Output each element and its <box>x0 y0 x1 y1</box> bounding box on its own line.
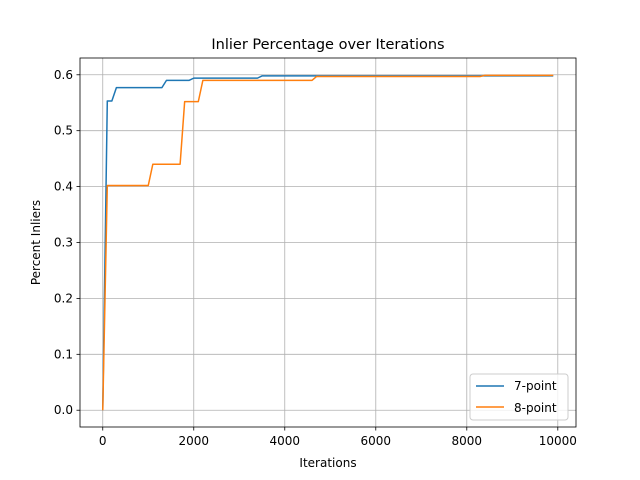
y-tick-label: 0.0 <box>54 403 73 417</box>
x-tick-label: 8000 <box>452 434 483 448</box>
y-tick-label: 0.1 <box>54 347 73 361</box>
series-line-7-point <box>102 75 554 411</box>
y-tick-label: 0.4 <box>54 180 73 194</box>
x-tick-label: 2000 <box>178 434 209 448</box>
series-line-8-point <box>102 74 554 411</box>
chart-title: Inlier Percentage over Iterations <box>211 37 444 53</box>
y-axis: 0.0 0.1 0.2 0.3 0.4 0.5 0.6 <box>54 68 80 417</box>
y-tick-label: 0.3 <box>54 236 73 250</box>
x-tick-label: 10000 <box>539 434 577 448</box>
x-tick-label: 4000 <box>269 434 300 448</box>
x-axis-label: Iterations <box>299 456 356 470</box>
y-tick-label: 0.2 <box>54 291 73 305</box>
y-axis-label: Percent Inliers <box>29 200 43 285</box>
x-tick-label: 6000 <box>361 434 392 448</box>
y-tick-label: 0.5 <box>54 124 73 138</box>
legend-label-7-point: 7-point <box>514 379 557 393</box>
legend: 7-point 8-point <box>469 373 569 421</box>
plot-lines <box>102 74 554 411</box>
x-tick-label: 0 <box>99 434 107 448</box>
grid <box>80 58 576 427</box>
x-axis: 0 2000 4000 6000 8000 10000 <box>99 427 577 448</box>
y-tick-label: 0.6 <box>54 68 73 82</box>
legend-label-8-point: 8-point <box>514 401 557 415</box>
